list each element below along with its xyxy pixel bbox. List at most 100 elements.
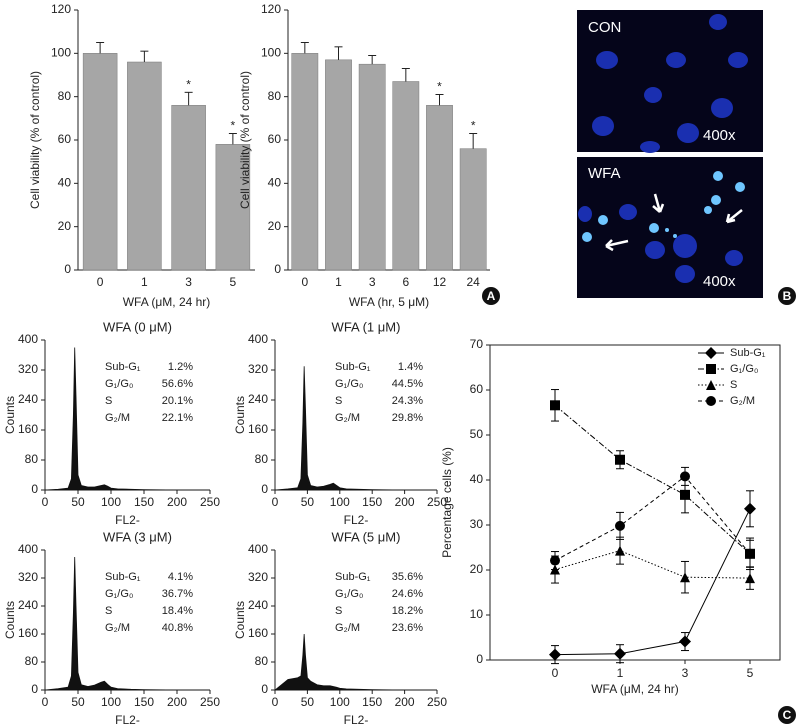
panel-label: B (783, 289, 792, 303)
bar (171, 105, 206, 271)
x-tick-label: 200 (395, 695, 415, 709)
y-tick-label: 0 (261, 682, 268, 696)
x-tick-label: 150 (134, 495, 154, 509)
micrograph-label: CON (588, 19, 621, 36)
x-tick-label: 200 (395, 495, 415, 509)
stat-label: Sub-G₁ (105, 571, 141, 583)
x-tick-label: 100 (101, 695, 121, 709)
y-tick-label: 60 (470, 382, 484, 396)
histogram-area (44, 347, 210, 491)
y-tick-label: 0 (274, 262, 281, 276)
x-tick-label: 0 (272, 695, 279, 709)
bar (358, 63, 386, 271)
y-tick-label: 240 (248, 598, 268, 612)
significance-mark: * (471, 119, 476, 133)
y-tick-label: 160 (18, 422, 38, 436)
micrograph-panel: CON 400x WFA 400x (577, 10, 763, 298)
y-tick-label: 0 (64, 262, 71, 276)
x-tick-label: 5 (230, 275, 237, 289)
histogram-area (44, 556, 210, 691)
stat-value: 18.2% (392, 605, 423, 617)
y-tick-label: 80 (25, 654, 39, 668)
x-tick-label: 50 (301, 695, 315, 709)
histogram-area (273, 633, 437, 691)
bar (325, 59, 352, 271)
stat-label: Sub-G₁ (335, 571, 371, 583)
series-line (554, 550, 751, 579)
stat-value: 35.6% (392, 571, 423, 583)
bar (459, 148, 487, 271)
panel-label: C (783, 708, 792, 722)
y-axis-label: Percentage cells (%) (440, 447, 454, 558)
stat-value: 4.1% (168, 571, 193, 583)
x-tick-label: 50 (71, 695, 85, 709)
x-tick-label: 1 (141, 275, 148, 289)
stat-label: G₂/M (105, 412, 130, 424)
legend-marker (706, 396, 716, 406)
y-tick-label: 120 (261, 2, 281, 16)
x-axis-label: WFA (hr, 5 μM) (349, 295, 429, 309)
x-axis-label: FL2- (344, 513, 369, 527)
stat-value: 56.6% (162, 378, 193, 390)
stat-value: 1.2% (168, 361, 193, 373)
bar (426, 105, 453, 271)
marker (680, 489, 690, 500)
series-line (554, 508, 751, 656)
stat-value: 40.8% (162, 622, 193, 634)
y-tick-label: 20 (470, 562, 484, 576)
marker (615, 545, 625, 556)
y-tick-label: 30 (470, 517, 484, 531)
x-tick-label: 100 (330, 495, 350, 509)
x-axis-label: FL2- (344, 713, 369, 727)
y-tick-label: 160 (18, 626, 38, 640)
x-tick-label: 12 (433, 275, 447, 289)
arrows (605, 193, 743, 252)
bar (82, 53, 118, 271)
y-tick-label: 320 (18, 570, 38, 584)
marker (745, 548, 755, 559)
bar (127, 61, 162, 271)
x-axis-label: FL2- (115, 713, 140, 727)
histogram-area (274, 366, 437, 491)
x-tick-label: 3 (369, 275, 376, 289)
magnification: 400x (703, 127, 736, 144)
x-tick-label: 250 (200, 695, 220, 709)
stat-label: G₁/G₀ (105, 378, 133, 390)
stat-label: S (105, 605, 112, 617)
x-tick-label: 0 (301, 275, 308, 289)
y-tick-label: 70 (470, 337, 484, 351)
micrograph-wfa (577, 157, 763, 298)
y-tick-label: 0 (31, 482, 38, 496)
bar (215, 144, 251, 271)
stat-label: S (335, 395, 342, 407)
y-tick-label: 80 (255, 452, 269, 466)
y-axis-label: Cell viability (% of control) (238, 71, 252, 209)
marker (615, 520, 625, 531)
y-tick-label: 60 (268, 132, 282, 146)
apoptotic-cells (582, 171, 745, 242)
marker (549, 648, 561, 661)
micrograph-label: WFA (588, 165, 621, 182)
x-tick-label: 0 (42, 695, 49, 709)
y-axis-label: Counts (233, 396, 247, 434)
y-tick-label: 20 (58, 219, 72, 233)
stat-value: 29.8% (392, 412, 423, 424)
stat-value: 24.3% (392, 395, 423, 407)
legend-label: Sub-G₁ (730, 347, 766, 359)
y-tick-label: 400 (18, 542, 38, 556)
y-tick-label: 60 (58, 132, 72, 146)
x-tick-label: 0 (97, 275, 104, 289)
stat-label: G₂/M (335, 412, 360, 424)
y-tick-label: 80 (58, 89, 72, 103)
x-tick-label: 150 (134, 695, 154, 709)
x-tick-label: 1 (335, 275, 342, 289)
panel-label: A (487, 289, 496, 303)
y-tick-label: 10 (470, 607, 484, 621)
stat-label: G₂/M (105, 622, 130, 634)
chart-title: WFA (0 μM) (103, 319, 172, 334)
y-tick-label: 100 (51, 46, 71, 60)
marker (680, 471, 690, 482)
marker (550, 555, 560, 566)
x-tick-label: 5 (747, 666, 754, 680)
y-axis-label: Counts (3, 396, 17, 434)
